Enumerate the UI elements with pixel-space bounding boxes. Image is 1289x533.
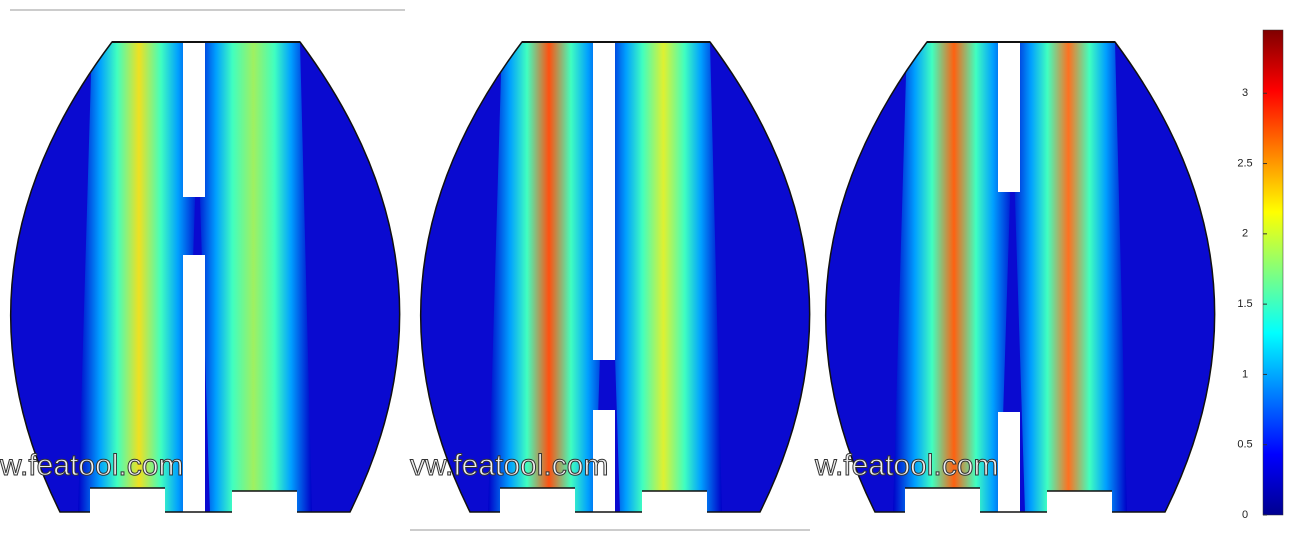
field [10,42,400,512]
inlet [905,488,980,514]
field [420,42,810,512]
colorbar-tick-label: 3 [1242,87,1248,99]
inlet [500,488,575,514]
colorbar-tick-label: 2 [1242,228,1248,240]
slot-bottom [593,410,615,512]
flow-band [893,42,1015,512]
simulation-panel: w.featool.com [0,41,401,514]
slot-bottom [998,412,1020,512]
watermark: vw.featool.com [410,449,608,482]
colorbar-tick-label: 0 [1242,509,1248,521]
flow-band [488,42,610,512]
colorbar-tick-label: 2.5 [1237,157,1252,169]
watermark: w.featool.com [814,449,998,482]
inlet [642,491,707,514]
boundary [825,41,1216,513]
simulation-panel: w.featool.com [814,41,1216,514]
colorbar [1262,29,1284,516]
watermark: w.featool.com [0,449,183,482]
panels: w.featool.com vw.featool.com w.featool.com [0,41,1216,514]
boundary [420,41,811,513]
colorbar-tick-label: 1 [1242,368,1248,380]
flow-band [605,42,722,512]
colorbar-tick-label: 1.5 [1237,298,1252,310]
boundary [10,41,401,513]
colorbar-tick-label: 0.5 [1237,439,1252,451]
inlet [232,491,297,514]
field [825,42,1215,512]
flow-band [1010,42,1127,512]
inlet [90,488,165,514]
inlet [1047,491,1112,514]
slot-top [998,42,1020,192]
slot-bottom [183,255,205,512]
slot-top [593,42,615,360]
flow-band [195,42,312,512]
slot-top [183,42,205,197]
flow-band [78,42,200,512]
simulation-panel: vw.featool.com [410,41,811,514]
